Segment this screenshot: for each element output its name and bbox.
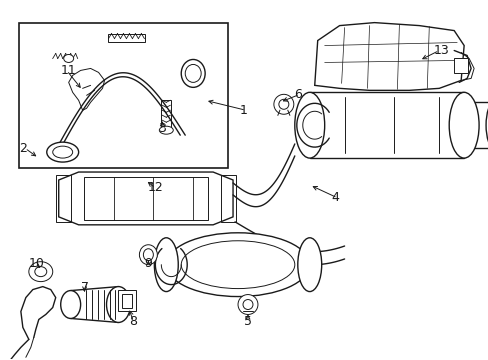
Bar bbox=[56, 175, 71, 222]
Bar bbox=[453, 58, 467, 73]
Ellipse shape bbox=[154, 238, 178, 292]
Ellipse shape bbox=[297, 238, 321, 292]
Bar bbox=[221, 175, 236, 222]
Bar bbox=[122, 293, 132, 307]
Ellipse shape bbox=[47, 142, 79, 162]
Text: 7: 7 bbox=[81, 281, 88, 294]
Ellipse shape bbox=[106, 287, 130, 323]
Text: 1: 1 bbox=[240, 104, 247, 117]
Text: 12: 12 bbox=[147, 181, 163, 194]
Text: 3: 3 bbox=[158, 122, 166, 135]
Ellipse shape bbox=[294, 92, 324, 158]
Bar bbox=[309, 92, 463, 158]
Polygon shape bbox=[59, 172, 233, 225]
Ellipse shape bbox=[166, 233, 309, 297]
Text: 5: 5 bbox=[244, 315, 251, 328]
Ellipse shape bbox=[139, 245, 157, 265]
Bar bbox=[118, 289, 136, 311]
Bar bbox=[83, 177, 208, 220]
Text: 13: 13 bbox=[432, 44, 448, 57]
Ellipse shape bbox=[61, 291, 81, 319]
Text: 4: 4 bbox=[331, 192, 339, 204]
Ellipse shape bbox=[159, 126, 173, 134]
Bar bbox=[107, 33, 145, 41]
Ellipse shape bbox=[29, 262, 53, 282]
Ellipse shape bbox=[63, 54, 74, 62]
Ellipse shape bbox=[238, 294, 258, 315]
Ellipse shape bbox=[181, 59, 205, 87]
Ellipse shape bbox=[485, 102, 488, 148]
Text: 2: 2 bbox=[19, 141, 27, 155]
Ellipse shape bbox=[448, 92, 478, 158]
Polygon shape bbox=[314, 23, 463, 90]
Text: 9: 9 bbox=[144, 257, 152, 270]
Text: 6: 6 bbox=[293, 88, 301, 101]
Text: 11: 11 bbox=[61, 64, 76, 77]
Text: 10: 10 bbox=[29, 257, 44, 270]
Ellipse shape bbox=[273, 94, 293, 114]
Text: 8: 8 bbox=[129, 315, 137, 328]
Bar bbox=[19, 23, 227, 168]
Bar bbox=[161, 100, 171, 128]
